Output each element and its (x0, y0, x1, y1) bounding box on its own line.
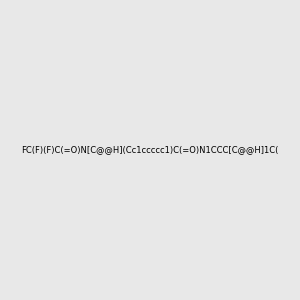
Text: FC(F)(F)C(=O)N[C@@H](Cc1ccccc1)C(=O)N1CCC[C@@H]1C(: FC(F)(F)C(=O)N[C@@H](Cc1ccccc1)C(=O)N1CC… (21, 146, 279, 154)
